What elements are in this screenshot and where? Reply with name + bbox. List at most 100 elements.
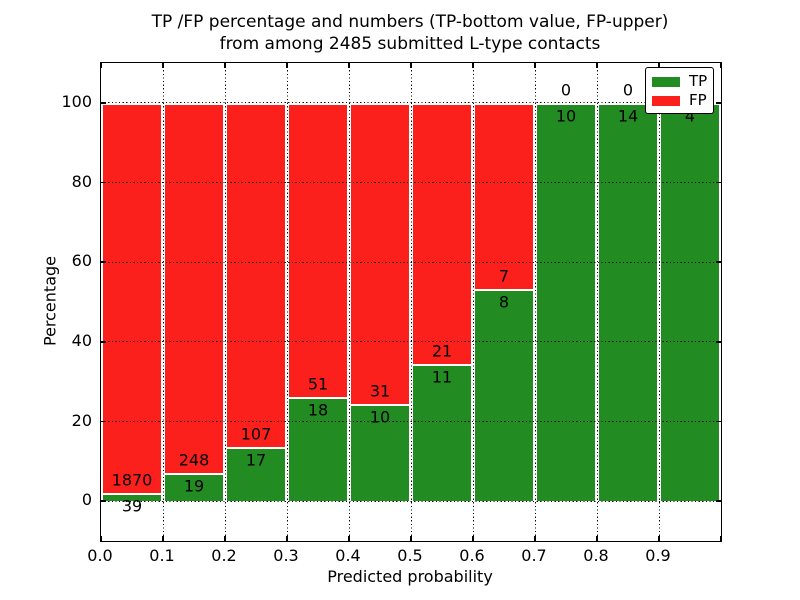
bar-segment-tp: [473, 288, 535, 502]
fp-count-label: 107: [240, 424, 272, 444]
x-tick-label: 0.6: [459, 546, 485, 565]
x-tick: [658, 63, 660, 68]
y-gridline: [101, 261, 721, 263]
x-gridline: [472, 63, 474, 541]
x-gridline: [348, 63, 350, 541]
x-tick-label: 0.8: [583, 546, 609, 565]
x-gridline: [658, 63, 660, 541]
x-tick: [472, 536, 474, 541]
x-tick: [286, 536, 288, 541]
x-tick-label: 0.2: [211, 546, 237, 565]
tp-count-label: 11: [431, 367, 453, 387]
x-tick-label: 0.0: [87, 546, 113, 565]
bar-segment-tp: [659, 102, 721, 502]
x-axis-label: Predicted probability: [327, 567, 493, 586]
x-gridline: [596, 63, 598, 541]
fp-count-label: 0: [560, 80, 572, 100]
x-tick-label: 0.7: [521, 546, 547, 565]
y-tick-label: 40: [71, 330, 92, 350]
fp-count-label: 1870: [111, 470, 153, 490]
tp-count-label: 10: [369, 407, 391, 427]
x-gridline: [410, 63, 412, 541]
tp-count-label: 8: [498, 292, 510, 312]
chart-title-line1: TP /FP percentage and numbers (TP-bottom…: [151, 12, 669, 32]
x-tick: [100, 63, 102, 68]
bar-segment-tp: [535, 102, 597, 502]
y-tick: [101, 102, 106, 104]
chart-title: TP /FP percentage and numbers (TP-bottom…: [100, 11, 720, 55]
tp-count-label: 19: [183, 476, 205, 496]
legend-swatch-fp-icon: [652, 95, 680, 106]
bar-segment-tp: [349, 403, 411, 502]
bar-segment-tp: [287, 397, 349, 502]
y-tick: [101, 341, 106, 343]
x-tick: [224, 63, 226, 68]
plot-area: 18703924819107175118311021117801001404: [100, 62, 722, 542]
y-tick-label: 60: [71, 251, 92, 271]
bar-segment-fp: [349, 102, 411, 404]
legend: TP FP: [645, 67, 714, 114]
x-tick: [596, 63, 598, 68]
fp-count-label: 21: [431, 341, 453, 361]
x-tick: [658, 536, 660, 541]
x-tick: [596, 536, 598, 541]
bar-segment-tp: [163, 472, 225, 502]
x-tick: [286, 63, 288, 68]
x-tick-label: 0.5: [397, 546, 423, 565]
tp-count-label: 39: [121, 496, 143, 516]
x-tick: [534, 63, 536, 68]
y-tick-label: 100: [61, 91, 92, 111]
bar-segment-fp: [473, 102, 535, 289]
fp-count-label: 0: [622, 80, 634, 100]
y-tick: [716, 500, 721, 502]
x-tick: [348, 536, 350, 541]
x-tick: [162, 536, 164, 541]
y-tick: [101, 261, 106, 263]
x-tick: [162, 63, 164, 68]
tp-count-label: 14: [617, 106, 639, 126]
y-tick: [716, 261, 721, 263]
bar-segment-fp: [101, 102, 163, 494]
fp-count-label: 51: [307, 374, 329, 394]
y-gridline: [101, 341, 721, 343]
x-tick: [534, 536, 536, 541]
bar-segment-tp: [101, 493, 163, 502]
y-gridline: [101, 102, 721, 104]
bar-segment-fp: [225, 102, 287, 447]
x-tick-label: 0.9: [645, 546, 671, 565]
x-tick: [720, 536, 722, 541]
tp-count-label: 10: [555, 106, 577, 126]
bar-segment-tp: [597, 102, 659, 502]
x-tick: [224, 536, 226, 541]
y-tick: [101, 181, 106, 184]
x-tick-label: 0.4: [335, 546, 361, 565]
x-tick: [720, 63, 722, 68]
x-tick: [410, 536, 412, 541]
fp-count-label: 7: [498, 266, 510, 286]
legend-entry-tp: TP: [652, 72, 713, 91]
legend-swatch-tp-icon: [652, 76, 680, 87]
x-tick-label: 0.1: [149, 546, 175, 565]
x-tick: [472, 63, 474, 68]
y-gridline: [101, 182, 721, 183]
y-tick: [716, 341, 721, 343]
y-gridline: [101, 500, 721, 502]
fp-count-label: 248: [178, 450, 210, 470]
bar-segment-fp: [411, 102, 473, 365]
x-tick: [100, 536, 102, 541]
fp-count-label: 31: [369, 381, 391, 401]
x-tick-label: 0.3: [273, 546, 299, 565]
x-tick: [410, 63, 412, 68]
y-tick: [101, 420, 106, 423]
bar-segment-tp: [411, 364, 473, 502]
legend-label-tp: TP: [689, 72, 708, 90]
tp-count-label: 17: [245, 450, 267, 470]
y-gridline: [101, 421, 721, 422]
tp-count-label: 18: [307, 400, 329, 420]
chart-title-line2: from among 2485 submitted L-type contact…: [219, 34, 601, 54]
y-tick-label: 20: [71, 410, 92, 430]
x-tick: [348, 63, 350, 68]
legend-entry-fp: FP: [652, 91, 713, 110]
tp-count-label: 4: [684, 106, 696, 126]
